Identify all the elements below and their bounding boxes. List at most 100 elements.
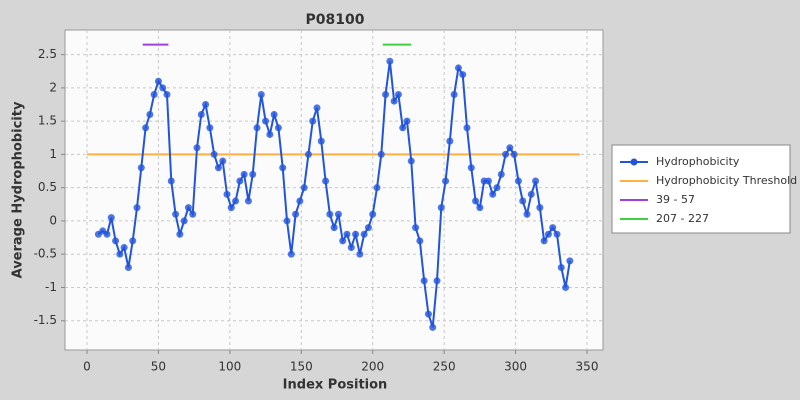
y-tick-label: 2: [49, 80, 57, 94]
data-point: [150, 91, 158, 99]
legend-label: Hydrophobicity: [656, 155, 740, 168]
data-point: [549, 224, 557, 232]
data-point: [506, 144, 514, 152]
legend-label: 39 - 57: [656, 193, 695, 206]
data-point: [502, 150, 510, 158]
data-point: [292, 210, 300, 218]
data-point: [232, 197, 240, 205]
data-point: [120, 244, 128, 252]
data-point: [369, 210, 377, 218]
data-point: [253, 124, 261, 132]
data-point: [463, 124, 471, 132]
y-tick-label: 2.5: [38, 47, 57, 61]
data-point: [257, 91, 265, 99]
y-tick-label: 0: [49, 213, 57, 227]
data-point: [309, 117, 317, 125]
x-tick-label: 350: [576, 360, 599, 374]
x-tick-label: 150: [290, 360, 313, 374]
data-point: [437, 204, 445, 212]
y-tick-label: 1: [49, 147, 57, 161]
data-point: [206, 124, 214, 132]
data-point: [390, 97, 398, 105]
data-point: [454, 64, 462, 72]
data-point: [163, 91, 171, 99]
x-tick-label: 0: [83, 360, 91, 374]
data-point: [412, 224, 420, 232]
data-point: [510, 150, 518, 158]
data-point: [347, 244, 355, 252]
data-point: [450, 91, 458, 99]
data-point: [356, 250, 364, 258]
data-point: [339, 237, 347, 245]
data-point: [403, 117, 411, 125]
x-tick-label: 250: [433, 360, 456, 374]
data-point: [527, 190, 535, 198]
legend-marker: [630, 158, 638, 166]
y-tick-label: -1.5: [34, 313, 57, 327]
data-point: [184, 204, 192, 212]
data-point: [159, 84, 167, 92]
data-point: [322, 177, 330, 185]
data-point: [236, 177, 244, 185]
data-point: [562, 283, 570, 291]
data-point: [532, 177, 540, 185]
data-point: [373, 184, 381, 192]
data-point: [536, 204, 544, 212]
data-point: [352, 230, 360, 238]
data-point: [433, 277, 441, 285]
data-point: [497, 170, 505, 178]
data-point: [296, 197, 304, 205]
x-axis-label: Index Position: [283, 378, 388, 393]
data-point: [279, 164, 287, 172]
data-point: [382, 91, 390, 99]
data-point: [214, 164, 222, 172]
y-tick-label: 1.5: [38, 114, 57, 128]
data-point: [142, 124, 150, 132]
data-point: [202, 101, 210, 109]
data-point: [244, 197, 252, 205]
data-point: [262, 117, 270, 125]
data-point: [416, 237, 424, 245]
y-axis-label: Average Hydrophobicity: [11, 101, 26, 278]
data-point: [227, 204, 235, 212]
data-point: [544, 230, 552, 238]
plot-area: [64, 29, 604, 351]
data-point: [467, 164, 475, 172]
data-point: [189, 210, 197, 218]
x-tick-label: 50: [151, 360, 166, 374]
data-point: [197, 110, 205, 118]
data-point: [330, 224, 338, 232]
data-point: [274, 124, 282, 132]
data-point: [287, 250, 295, 258]
data-point: [446, 137, 454, 145]
data-point: [129, 237, 137, 245]
data-point: [317, 137, 325, 145]
data-point: [107, 214, 115, 222]
data-point: [360, 230, 368, 238]
data-point: [219, 157, 227, 165]
data-point: [429, 323, 437, 331]
data-point: [459, 71, 467, 79]
data-point: [103, 230, 111, 238]
data-point: [557, 264, 565, 272]
data-point: [176, 230, 184, 238]
data-point: [472, 197, 480, 205]
data-point: [167, 177, 175, 185]
data-point: [304, 150, 312, 158]
legend-label: 207 - 227: [656, 212, 709, 225]
data-point: [270, 110, 278, 118]
data-point: [519, 197, 527, 205]
data-point: [193, 144, 201, 152]
data-point: [146, 110, 154, 118]
data-point: [133, 204, 141, 212]
data-point: [377, 150, 385, 158]
data-point: [424, 310, 432, 318]
data-point: [334, 210, 342, 218]
data-point: [364, 224, 372, 232]
x-tick-label: 300: [504, 360, 527, 374]
data-point: [442, 177, 450, 185]
data-point: [489, 190, 497, 198]
data-point: [326, 210, 334, 218]
